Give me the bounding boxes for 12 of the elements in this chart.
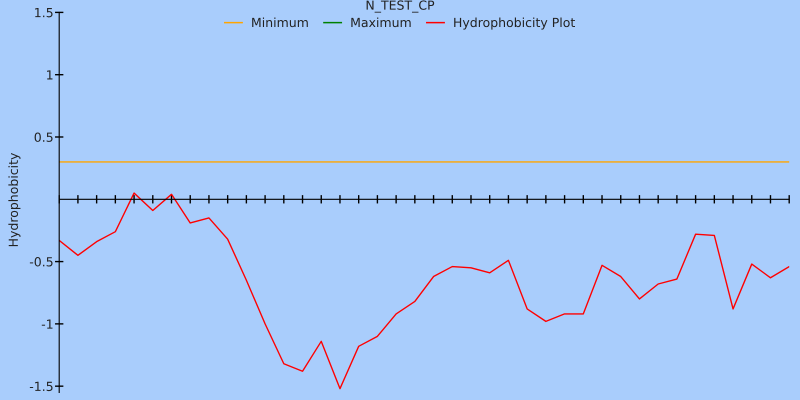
legend-label: Hydrophobicity Plot (454, 18, 575, 30)
y-tick-label: 1 (47, 70, 52, 80)
y-axis-title: Hydrophobicity (8, 152, 20, 246)
y-tick-label: -1.5 (30, 382, 53, 392)
legend-label: Maximum (351, 18, 411, 28)
chart-title: N_TEST_CP (366, 0, 434, 13)
line-series (59, 192, 790, 390)
y-tick-label: 0.5 (34, 132, 53, 142)
y-tick-label: 1.5 (35, 8, 53, 18)
legend-label: Minimum (252, 18, 308, 28)
y-tick-label: -0.5 (30, 257, 53, 267)
y-tick-label: -1 (42, 320, 52, 329)
